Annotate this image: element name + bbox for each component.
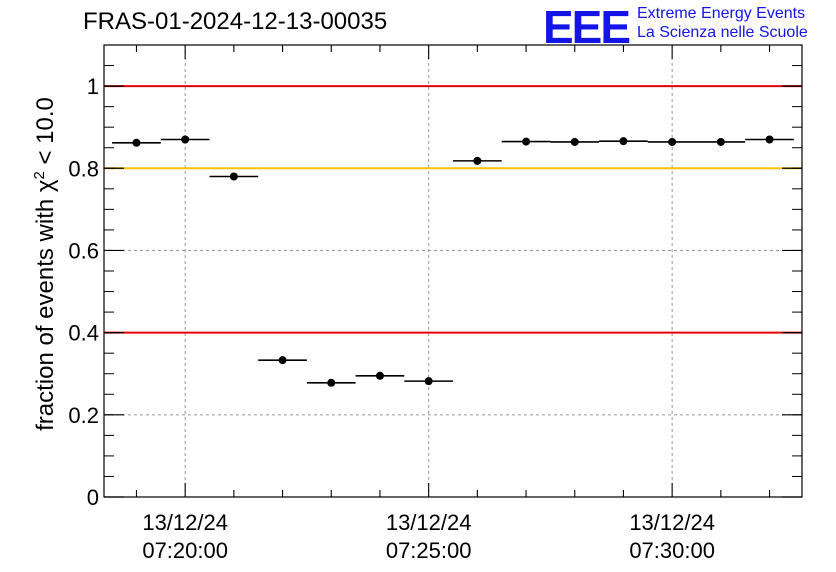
y-tick-label: 0 (87, 485, 99, 510)
y-tick-label: 0.2 (68, 403, 99, 428)
reference-lines (104, 85, 802, 334)
data-point (522, 137, 531, 146)
logo-caption-line2: La Scienza nelle Scuole (637, 24, 808, 41)
data-points (112, 135, 794, 387)
plot-frame (103, 44, 803, 498)
data-point (668, 137, 677, 146)
data-point (473, 156, 482, 165)
data-point (278, 356, 287, 365)
chart-title: FRAS-01-2024-12-13-00035 (83, 8, 388, 35)
x-tick-label-date: 13/12/24 (386, 510, 472, 535)
logo-caption: Extreme Energy Events La Scienza nelle S… (637, 4, 808, 42)
data-point (619, 137, 628, 146)
data-point (132, 138, 141, 147)
x-tick-label-time: 07:20:00 (142, 538, 228, 563)
data-point (716, 137, 725, 146)
y-tick-label: 1 (87, 74, 99, 99)
data-point (424, 377, 433, 386)
data-point (229, 172, 238, 181)
x-tick-label-time: 07:30:00 (629, 538, 715, 563)
grid-lines (104, 45, 802, 497)
axes: 0 0.2 0.4 0.6 0.8 1 13/12/24 07:20:00 13/12/24 07… (68, 44, 803, 563)
logo-caption-line1: Extreme Energy Events (637, 5, 806, 22)
x-tick-label-date: 13/12/24 (142, 510, 228, 535)
y-tick-label: 0.6 (68, 238, 99, 263)
data-point (570, 137, 579, 146)
eee-logo: EEE (543, 1, 631, 53)
x-tick-label-date: 13/12/24 (629, 510, 715, 535)
y-tick-label: 0.8 (68, 156, 99, 181)
x-tick-label-time: 07:25:00 (386, 538, 472, 563)
data-point (181, 135, 190, 144)
data-point (327, 378, 336, 387)
data-point (375, 371, 384, 380)
data-point (765, 135, 774, 144)
y-tick-label: 0.4 (68, 321, 99, 346)
